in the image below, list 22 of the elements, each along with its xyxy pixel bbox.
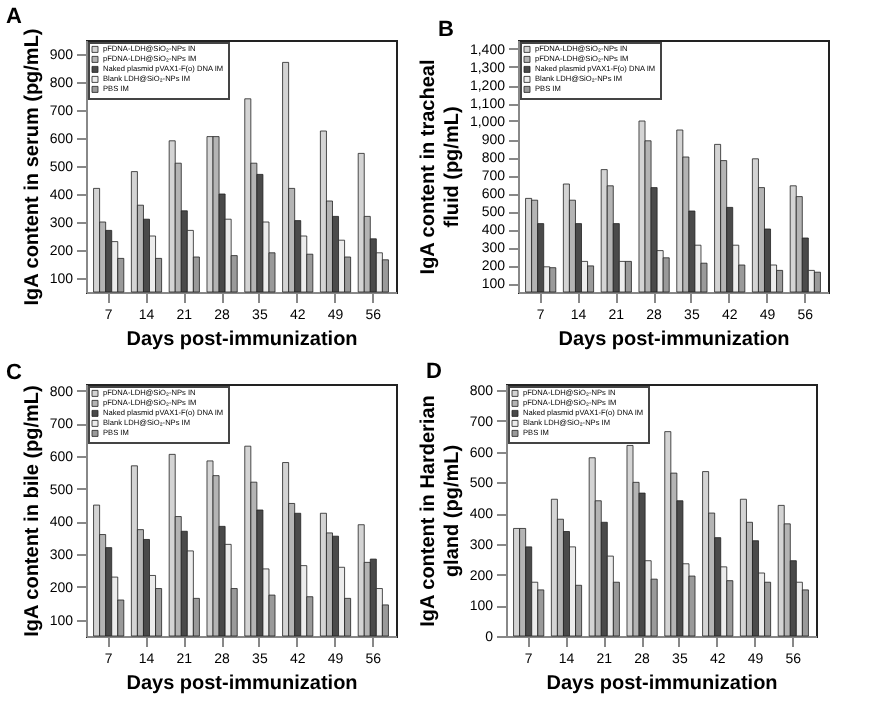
bar: [664, 431, 672, 637]
bar: [702, 471, 710, 637]
bar: [777, 504, 785, 637]
bar: [519, 528, 527, 637]
bar: [626, 445, 634, 637]
chart-title: B: [438, 18, 454, 42]
x-axis-title: Days post-immunization: [126, 673, 358, 695]
y-axis-title: IgA content in serum (pg/mL): [21, 28, 44, 306]
x-axis-title: Days post-immunization: [558, 329, 790, 351]
bar: [588, 457, 596, 637]
bar: [739, 498, 747, 637]
y-axis-title: IgA content in Harderian gland (pg/mL): [417, 395, 464, 627]
y-axis-title: IgA content in bile (pg/mL): [21, 385, 44, 637]
bar: [550, 498, 558, 637]
chart-title: C: [6, 360, 22, 385]
x-axis-title: Days post-immunization: [126, 329, 358, 351]
bar: [801, 589, 809, 637]
y-axis-title: IgA content in tracheal fluid (pg/mL): [417, 59, 464, 275]
x-axis-title: Days post-immunization: [546, 673, 778, 695]
chart-title: A: [6, 5, 22, 30]
bar: [537, 589, 545, 637]
chart-title: D: [426, 360, 442, 385]
